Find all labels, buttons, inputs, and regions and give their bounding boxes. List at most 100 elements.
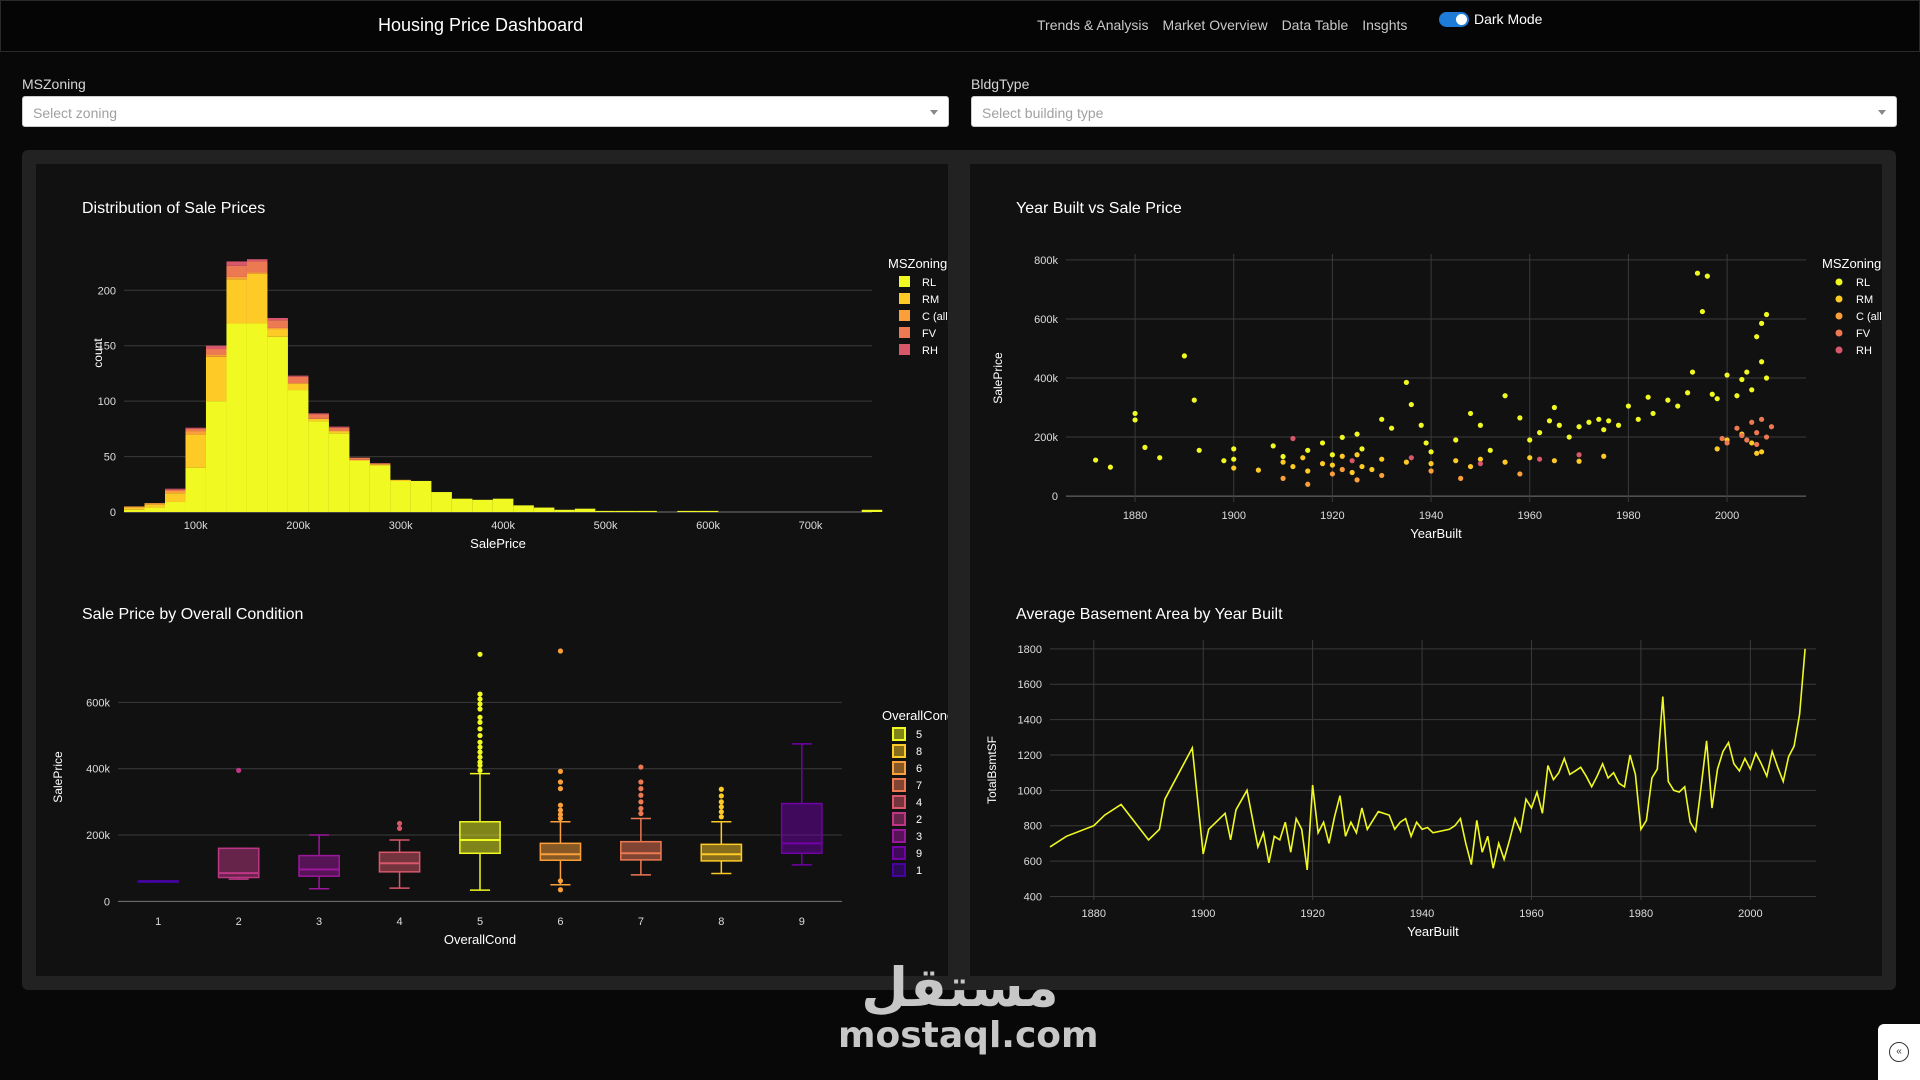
scatter-point [1132,417,1138,423]
histogram-bar [431,492,452,512]
scatter-point [1551,404,1557,411]
y-tick-label: 100 [98,396,116,408]
histogram-bar [267,320,288,328]
scatter-point [1418,422,1424,428]
box-outlier [557,768,564,774]
nav-data-table[interactable]: Data Table [1281,17,1349,33]
scatter-point [1354,431,1360,437]
x-tick-label: 5 [477,916,483,928]
scatter-point [1699,308,1705,315]
dark-mode-toggle[interactable] [1439,12,1469,27]
scatter-point [1181,353,1187,359]
scatter-point [1349,469,1355,476]
y-tick-label: 0 [1052,491,1058,503]
scatter-point [1645,394,1651,400]
scatter-point [1453,458,1459,464]
x-tick-label: 300k [389,520,413,532]
histogram-bar [205,345,227,350]
scatter-point [1744,437,1750,443]
dark-mode-label: Dark Mode [1474,11,1543,27]
nav-insights[interactable]: Insghts [1362,17,1408,33]
box-outlier [477,744,483,750]
histogram-chart: Distribution of Sale Prices 0 50 100 150 200 S… [82,200,948,551]
scatter-point [1763,375,1770,381]
y-axis-label: TotalBsmtSF [985,736,999,804]
scatter-point [1566,434,1572,440]
y-tick-label: 400k [86,764,110,776]
box-outlier [557,815,564,822]
scatter-point [1759,416,1765,422]
scatter-point [1255,467,1261,473]
histogram-bar [533,507,555,512]
legend-label: 4 [916,797,922,809]
box-outlier [557,779,564,785]
scatter-point [1379,472,1385,479]
histogram-bar [328,427,350,432]
legend-label: 5 [916,729,922,741]
scatter-point [1606,418,1612,424]
scatter-point [1689,369,1696,375]
box-body [620,840,662,861]
scatter-point [1280,459,1286,465]
scatter-point [1635,416,1641,422]
scatter-point [1467,410,1474,417]
zoning-dropdown[interactable]: Select zoning [22,96,949,127]
scatter-point [1221,458,1227,464]
scatter-point [1403,459,1409,465]
bldgtype-dropdown[interactable]: Select building type [971,96,1897,127]
scatter-point [1354,477,1360,483]
nav-trends-analysis[interactable]: Trends & Analysis [1037,17,1149,33]
box-outlier [638,792,644,798]
left-chart-panel: Distribution of Sale Prices 0 50 100 150 200 S… [36,164,948,976]
nav-market-overview[interactable]: Market Overview [1162,17,1268,33]
box-outlier [718,809,724,815]
histogram-bar [144,507,165,512]
scatter-point [1280,475,1286,481]
scatter-point [1487,447,1493,453]
scatter-point [1339,434,1345,440]
scatter-point [1428,461,1434,467]
x-tick-label: 400k [491,520,515,532]
legend-marker [892,744,906,758]
legend-marker [1835,346,1843,354]
legend-marker [892,863,906,877]
scatter-point [1744,369,1750,375]
histogram-bar [226,265,247,277]
histogram-bar [697,510,719,512]
histogram-bar [185,428,206,432]
scatter-point [1502,459,1508,465]
box-outlier [396,820,403,827]
scatter-point [1685,390,1691,396]
box-outlier [557,802,564,808]
y-tick-label: 400 [1024,891,1042,903]
legend-title: MSZoning [1822,256,1881,271]
histogram-bar [144,504,165,508]
scatter-point [1665,397,1671,403]
legend-label: RH [1856,345,1872,357]
scatter-point [1734,393,1740,399]
legend-label: 8 [916,746,922,758]
histogram-bar [226,279,247,324]
watermark: مستقل mostaql.com [838,960,1099,1056]
y-axis-label: SalePrice [51,751,65,803]
histogram-bar [267,329,288,337]
scatter-point [1408,455,1414,461]
chart-title: Year Built vs Sale Price [1016,200,1182,217]
box-outlier [557,648,564,654]
scatter-point [1502,393,1508,399]
histogram-bar [513,505,534,512]
histogram-bar [124,509,145,512]
box-outlier [477,732,483,739]
chevron-down-icon [1878,110,1886,115]
scatter-point [1576,424,1582,430]
y-tick-label: 600k [86,697,110,709]
navbar: Housing Price Dashboard Trends & Analysi… [0,0,1920,52]
scatter-point [1290,463,1296,470]
collapse-button[interactable]: « [1878,1024,1920,1080]
scatter-point [1625,403,1631,409]
box-outlier [396,825,403,832]
scatter-point [1754,430,1760,436]
box-outlier [718,814,724,820]
x-axis-label: YearBuilt [1410,526,1462,541]
histogram-bar [308,421,329,512]
